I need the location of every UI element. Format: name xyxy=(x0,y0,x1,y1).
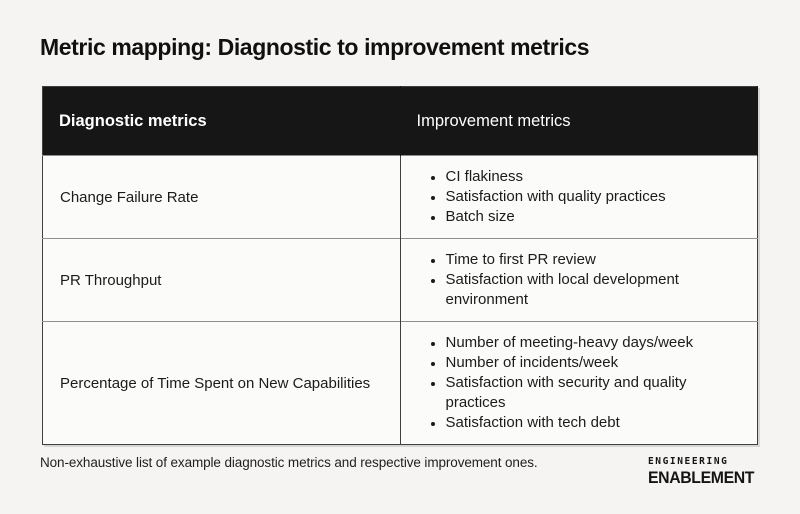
metric-mapping-table: Diagnostic metrics Improvement metrics C… xyxy=(42,86,758,445)
table-row: Percentage of Time Spent on New Capabili… xyxy=(42,321,758,445)
column-header-improvement: Improvement metrics xyxy=(400,86,758,156)
improvement-item: Number of incidents/week xyxy=(445,353,748,373)
footnote: Non-exhaustive list of example diagnosti… xyxy=(40,455,538,470)
improvement-list: CI flakinessSatisfaction with quality pr… xyxy=(401,167,748,227)
improvement-metrics-cell: CI flakinessSatisfaction with quality pr… xyxy=(400,155,758,239)
table-header-row: Diagnostic metrics Improvement metrics xyxy=(42,86,758,156)
diagnostic-metric: Change Failure Rate xyxy=(42,155,401,239)
improvement-metrics-cell: Time to first PR reviewSatisfaction with… xyxy=(400,238,758,322)
improvement-list: Time to first PR reviewSatisfaction with… xyxy=(401,250,748,310)
improvement-item: Number of meeting-heavy days/week xyxy=(445,333,748,353)
improvement-item: Batch size xyxy=(445,207,748,227)
logo-line-engineering: ENGINEERING xyxy=(647,456,729,467)
engineering-enablement-logo: ENGINEERING ENABLEMENT xyxy=(648,457,762,486)
logo-line-enablement: ENABLEMENT xyxy=(647,467,755,487)
diagnostic-metric: PR Throughput xyxy=(42,238,401,322)
column-header-diagnostic: Diagnostic metrics xyxy=(42,86,401,156)
page-title: Metric mapping: Diagnostic to improvemen… xyxy=(40,34,590,60)
improvement-item: Satisfaction with tech debt xyxy=(445,413,748,433)
improvement-list: Number of meeting-heavy days/weekNumber … xyxy=(401,333,748,433)
improvement-metrics-cell: Number of meeting-heavy days/weekNumber … xyxy=(400,321,758,445)
diagnostic-metric: Percentage of Time Spent on New Capabili… xyxy=(42,321,401,445)
improvement-item: Time to first PR review xyxy=(445,250,748,270)
improvement-item: Satisfaction with security and quality p… xyxy=(445,373,748,413)
improvement-item: CI flakiness xyxy=(445,167,748,187)
table-row: PR Throughput Time to first PR reviewSat… xyxy=(42,238,758,322)
table-row: Change Failure Rate CI flakinessSatisfac… xyxy=(42,155,758,239)
improvement-item: Satisfaction with local development envi… xyxy=(445,270,748,310)
improvement-item: Satisfaction with quality practices xyxy=(445,187,748,207)
